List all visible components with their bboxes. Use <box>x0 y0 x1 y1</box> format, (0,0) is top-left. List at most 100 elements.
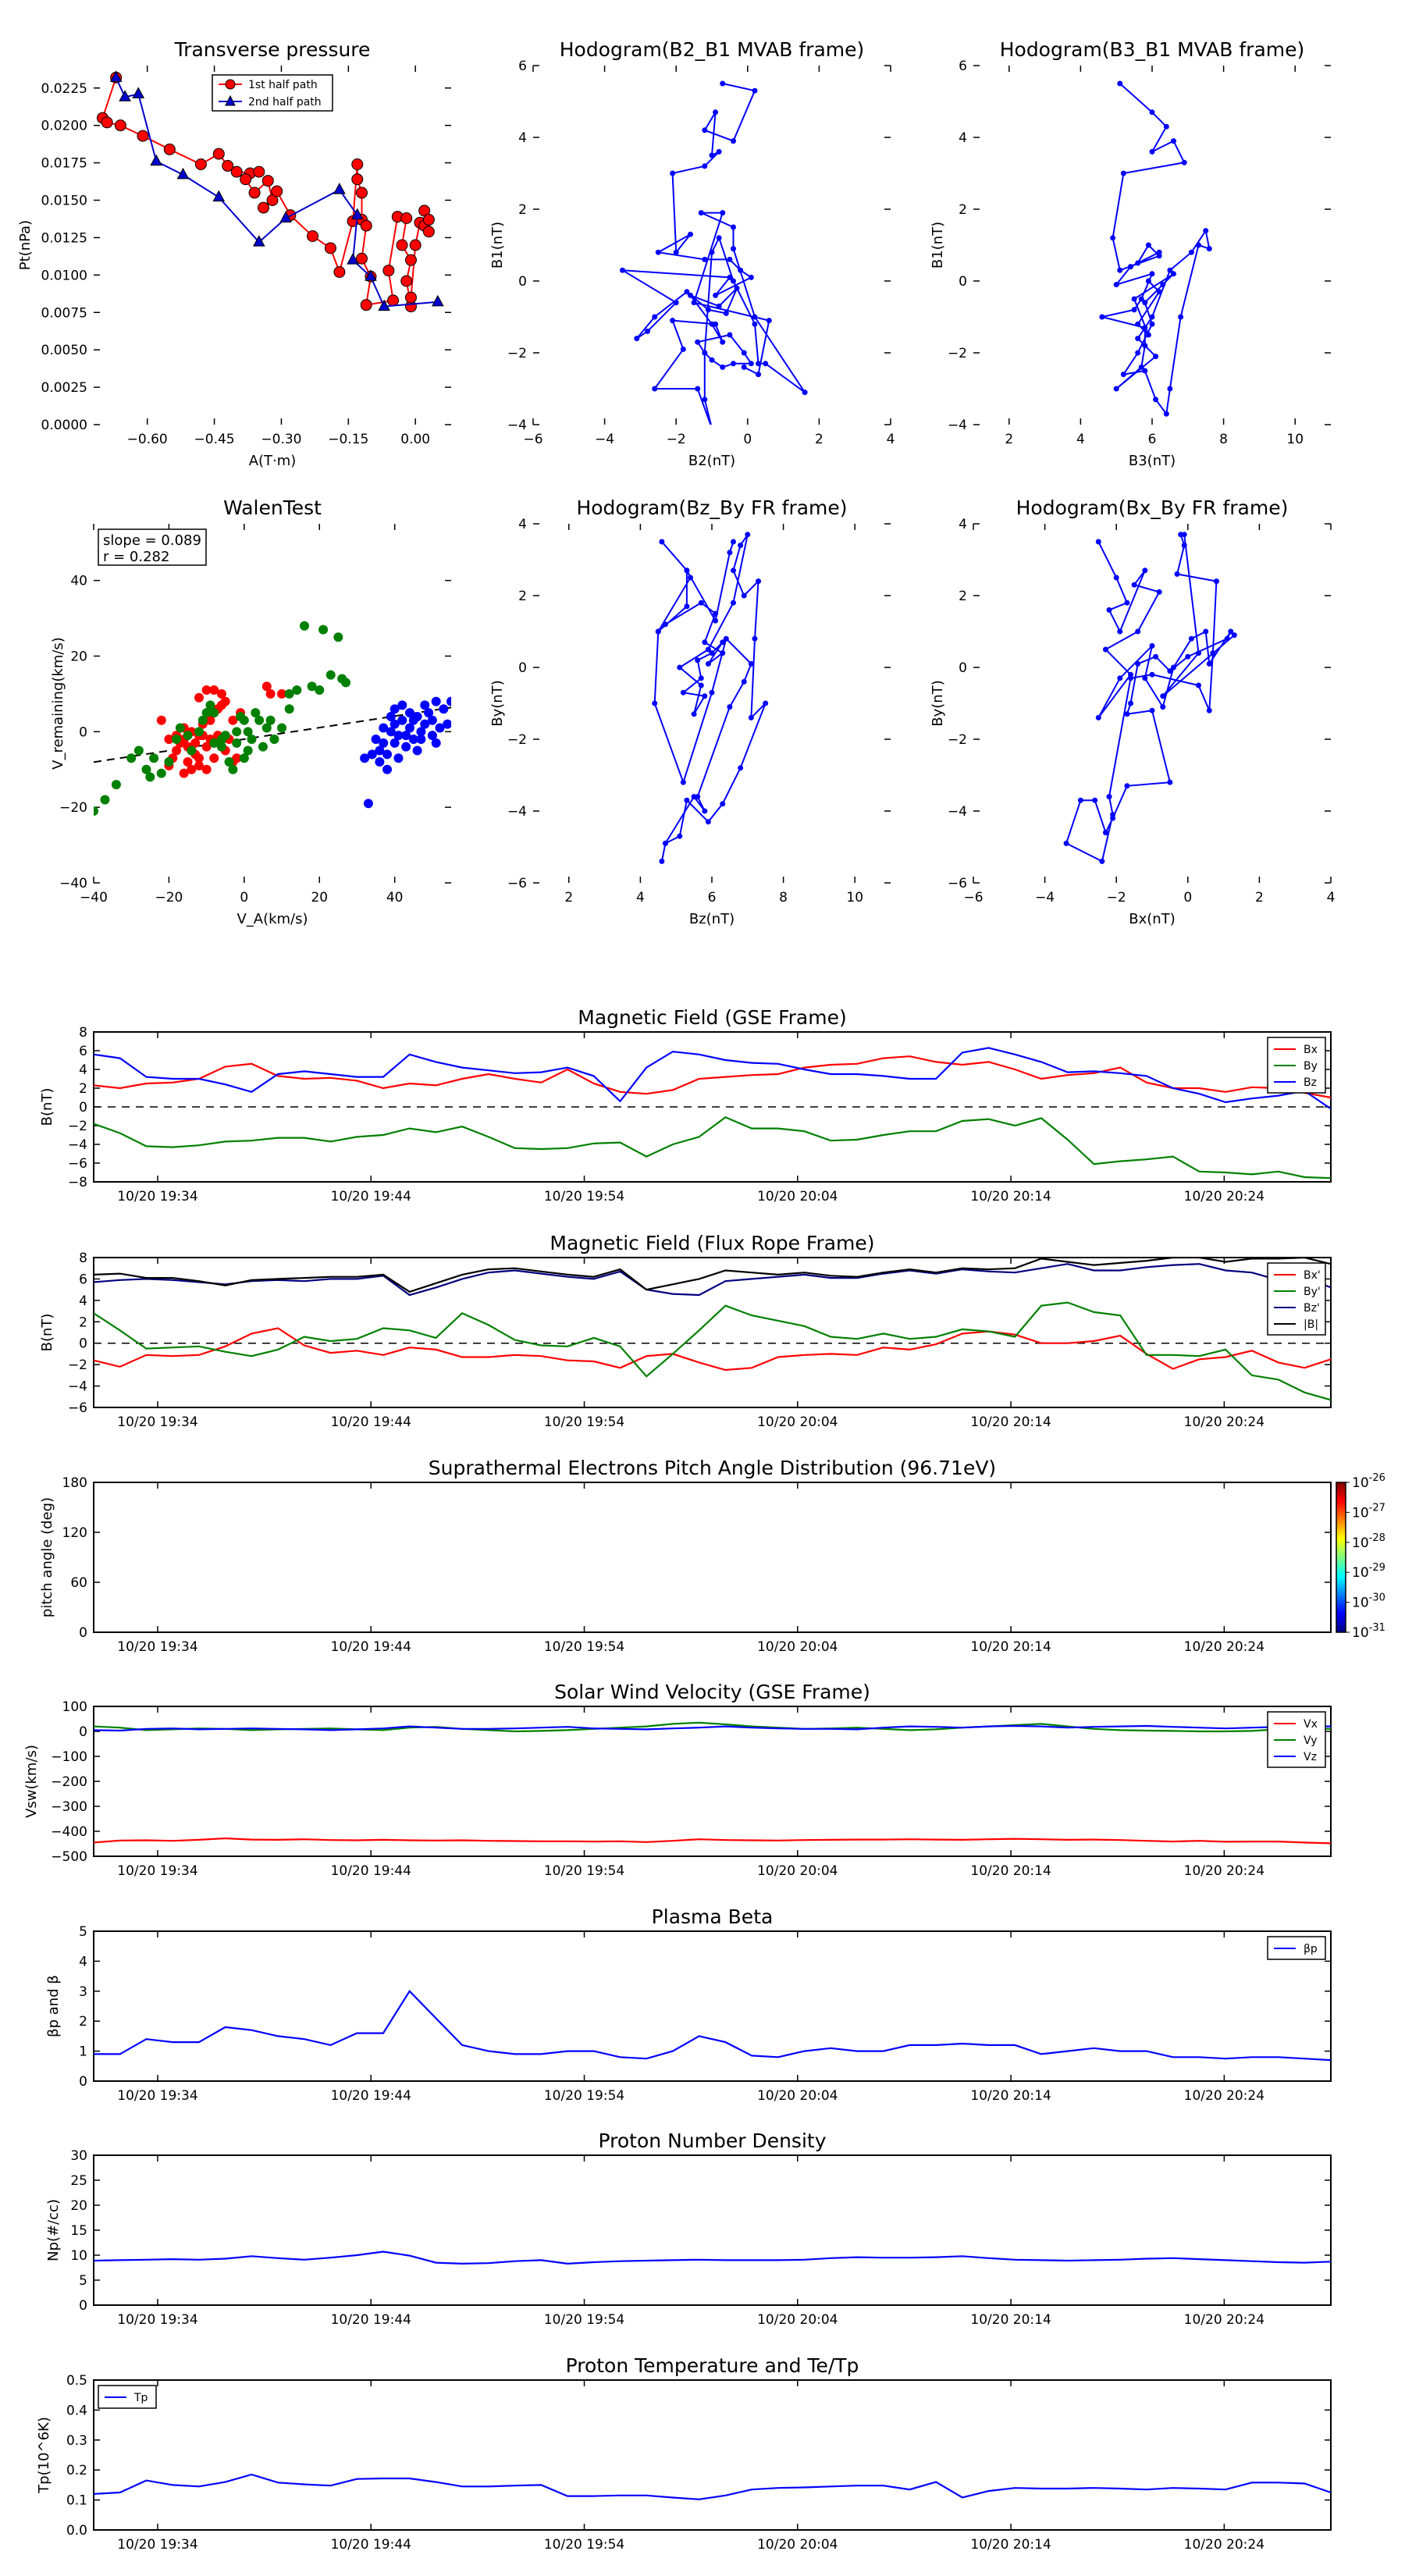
data-point <box>94 806 98 816</box>
data-point <box>652 386 658 392</box>
y-tick-label: −4 <box>507 804 527 820</box>
x-tick-label: −0.45 <box>194 432 235 447</box>
data-point <box>1149 148 1155 155</box>
data-point <box>713 617 719 624</box>
chart-title: Hodogram(Bz_By FR frame) <box>576 496 847 519</box>
legend-label: 1st half path <box>248 79 318 91</box>
plot-area <box>620 80 808 425</box>
data-point <box>720 650 726 656</box>
data-point <box>1117 675 1123 681</box>
data-point <box>408 715 418 725</box>
data-point <box>1145 278 1151 284</box>
y-axis-label: Vsw(km/s) <box>23 1745 40 1818</box>
data-point <box>409 239 422 251</box>
y-tick-label: 8 <box>79 1025 87 1041</box>
x-tick-label: 10/20 20:14 <box>970 1189 1051 1204</box>
data-point <box>1142 568 1148 574</box>
data-point <box>183 757 193 767</box>
data-point <box>247 735 257 744</box>
data-point <box>1095 539 1101 545</box>
data-point <box>730 246 736 252</box>
x-tick-label: −20 <box>155 890 183 906</box>
data-point <box>802 390 808 396</box>
data-point <box>420 719 430 729</box>
x-tick-label: −2 <box>667 432 686 447</box>
colorbar-exponent: -27 <box>1369 1502 1385 1514</box>
data-point <box>351 173 364 186</box>
data-point <box>730 278 736 284</box>
data-point <box>752 635 758 642</box>
y-axis-label: B1(nT) <box>930 222 946 269</box>
data-point <box>1156 289 1162 295</box>
data-point <box>156 715 166 725</box>
data-point <box>232 738 242 748</box>
data-point <box>655 249 661 255</box>
data-point <box>114 119 126 132</box>
data-point <box>677 833 683 839</box>
data-point <box>1149 671 1155 678</box>
data-point <box>1163 411 1169 417</box>
data-point <box>745 532 751 538</box>
y-axis-label: By(nT) <box>930 680 946 726</box>
colorbar-base: 10 <box>1352 1475 1369 1491</box>
data-point <box>389 738 400 748</box>
x-tick-label: −6 <box>523 432 542 447</box>
x-tick-label: −40 <box>80 890 108 906</box>
data-point <box>378 299 390 311</box>
data-point <box>662 621 668 628</box>
data-point <box>684 603 690 610</box>
data-point <box>137 130 149 142</box>
x-tick-label: 10/20 19:34 <box>117 1639 197 1655</box>
data-point <box>1188 249 1194 255</box>
legend-label: Bz <box>1304 1076 1317 1089</box>
ts-panel-7: Magnetic Field (Flux Rope Frame) 10/20 19… <box>39 1232 1332 1430</box>
data-point <box>216 688 226 699</box>
data-point <box>382 749 393 760</box>
data-point <box>1206 246 1212 252</box>
data-point <box>1142 368 1148 374</box>
data-point <box>258 742 268 752</box>
x-tick-label: 10/20 20:04 <box>757 1639 838 1655</box>
data-point <box>1117 628 1123 635</box>
panel-5: Hodogram(Bx_By FR frame) −6 −4 −2 0 2 4 −6 −4 −2 0… <box>930 496 1335 927</box>
data-point <box>716 303 722 309</box>
data-point <box>183 731 193 741</box>
x-tick-label: 2 <box>815 432 823 447</box>
y-tick-label: 6 <box>959 59 967 74</box>
data-point <box>243 745 253 756</box>
data-point <box>279 211 293 222</box>
y-tick-label: 0 <box>518 660 527 676</box>
data-point <box>251 708 261 718</box>
data-point <box>730 568 736 574</box>
data-point <box>228 715 238 725</box>
data-point <box>1135 321 1141 327</box>
data-point <box>356 252 368 265</box>
data-point <box>216 700 226 710</box>
y-tick-label: 40 <box>70 574 87 589</box>
series-line <box>94 1263 1331 1297</box>
data-point <box>379 723 389 733</box>
series-line <box>94 1055 1331 1099</box>
y-tick-label: 0 <box>79 2298 87 2314</box>
y-tick-label: 0 <box>79 1336 87 1352</box>
data-point <box>702 693 708 699</box>
data-point <box>716 235 722 241</box>
data-point <box>727 274 733 280</box>
data-point <box>756 372 762 378</box>
data-point <box>695 339 701 345</box>
colorbar-tick-label: 10-28 <box>1352 1532 1385 1551</box>
data-point <box>688 292 694 298</box>
data-point <box>1153 653 1159 660</box>
data-point <box>713 109 719 116</box>
data-point <box>371 735 381 744</box>
data-point <box>1135 350 1141 356</box>
data-point <box>752 87 758 94</box>
data-point <box>315 685 325 696</box>
data-point <box>695 794 701 800</box>
legend-label: 2nd half path <box>248 96 322 109</box>
data-point <box>748 660 754 667</box>
data-point <box>730 600 736 606</box>
data-point <box>431 294 444 307</box>
y-tick-label: 1 <box>79 2044 87 2060</box>
data-point <box>382 265 395 277</box>
